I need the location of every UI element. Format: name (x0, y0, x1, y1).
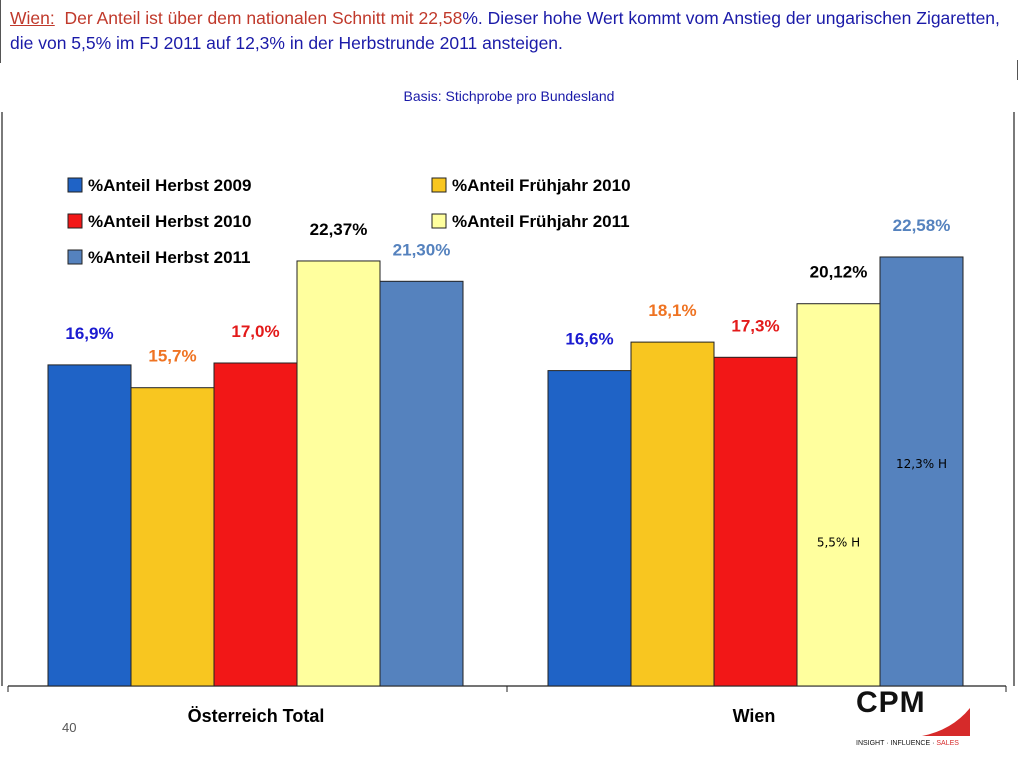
bar (213, 362, 298, 687)
category-label: Österreich Total (188, 706, 325, 726)
data-label: 16,9% (65, 324, 113, 343)
data-label: 16,6% (565, 330, 613, 349)
chart-legend: %Anteil Herbst 2009 %Anteil Frühjahr 2010… (67, 176, 631, 267)
bar (547, 370, 632, 687)
legend-swatch (431, 213, 447, 229)
slide-frame-left (0, 0, 1, 63)
bar (296, 260, 381, 687)
data-label: 22,37% (310, 220, 368, 239)
data-label: 22,58% (893, 216, 951, 235)
logo-tag-main: INSIGHT · INFLUENCE · (856, 740, 937, 747)
logo-tag-sales: SALES (936, 740, 959, 747)
bar (879, 256, 964, 687)
legend-label: %Anteil Frühjahr 2011 (452, 212, 630, 231)
category-label: Wien (733, 706, 776, 726)
legend-swatch (67, 249, 83, 265)
page-number: 40 (62, 720, 77, 735)
bar (47, 364, 132, 687)
bar (630, 341, 715, 687)
headline-part2: %. Dieser hohe Wert kommt vom Anstieg de… (10, 8, 1000, 53)
headline-city: Wien: (10, 8, 55, 28)
headline: Wien: Der Anteil ist über dem nationalen… (10, 6, 1010, 56)
data-label: 17,0% (231, 322, 279, 341)
data-label: 18,1% (648, 301, 696, 320)
bar-annotation: 5,5% H (817, 536, 860, 550)
headline-part1: Der Anteil ist über dem nationalen Schni… (64, 8, 463, 28)
legend-label: %Anteil Frühjahr 2010 (452, 176, 631, 195)
chart-data-labels: 16,9% 15,7% 17,0% 22,37% 21,30% 16,6% 18,1% 17,… (65, 216, 950, 366)
bar (130, 387, 215, 687)
legend-swatch (67, 213, 83, 229)
chart-category-labels: Österreich Total Wien (188, 706, 776, 726)
data-label: 15,7% (148, 347, 196, 366)
cpm-logo: CPM INSIGHT · INFLUENCE · SALES (852, 686, 972, 754)
bar (796, 303, 881, 687)
data-label: 21,30% (393, 240, 451, 259)
logo-tagline: INSIGHT · INFLUENCE · SALES (856, 740, 959, 747)
legend-label: %Anteil Herbst 2011 (88, 248, 251, 267)
legend-label: %Anteil Herbst 2009 (88, 176, 251, 195)
bar (379, 280, 464, 687)
logo-name: CPM (856, 686, 926, 719)
basis-note: Basis: Stichprobe pro Bundesland (403, 88, 615, 104)
bar (713, 356, 798, 687)
bar-annotation: 12,3% H (896, 457, 947, 471)
data-label: 17,3% (731, 316, 779, 335)
legend-swatch (431, 177, 447, 193)
legend-swatch (67, 177, 83, 193)
legend-label: %Anteil Herbst 2010 (88, 212, 251, 231)
data-label: 20,12% (810, 263, 868, 282)
chart-bars (47, 256, 964, 687)
chart-annotations: 5,5% H 12,3% H (817, 457, 947, 550)
logo-swoosh-icon (922, 708, 970, 736)
